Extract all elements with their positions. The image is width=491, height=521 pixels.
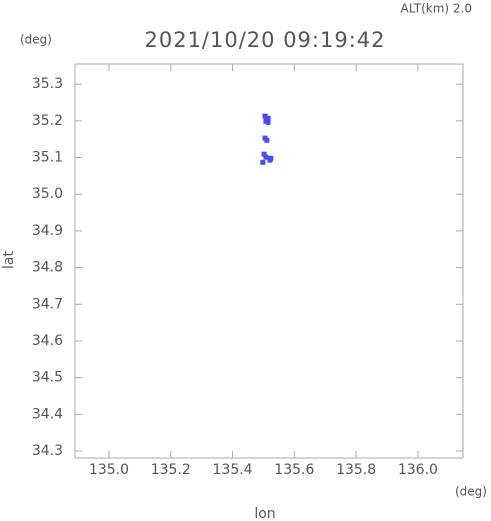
x-tick-label: 135.4: [213, 462, 253, 478]
echo-point: [262, 113, 268, 119]
y-tick-label: 34.3: [32, 443, 63, 459]
altitude-label: ALT(km) 2.0: [401, 2, 472, 16]
echo-point: [263, 154, 269, 160]
x-tick-label: 135.0: [89, 462, 129, 478]
echo-point: [264, 137, 270, 143]
x-unit: (deg): [455, 485, 487, 499]
echo-point: [265, 115, 271, 121]
echo-point: [265, 119, 271, 125]
echo-point: [267, 157, 273, 163]
x-tick-label: 135.2: [151, 462, 191, 478]
y-tick-label: 34.4: [32, 406, 63, 422]
y-tick-label: 34.6: [32, 333, 63, 349]
x-tick-label: 135.8: [336, 462, 376, 478]
y-tick-label: 35.3: [32, 76, 63, 92]
y-tick-label: 35.2: [32, 113, 63, 129]
y-tick-label: 35.0: [32, 186, 63, 202]
echo-point: [261, 151, 267, 157]
x-axis-label: lon: [254, 506, 275, 521]
y-tick-label: 34.8: [32, 260, 63, 276]
y-tick-label: 34.7: [32, 296, 63, 312]
echo-point: [260, 159, 266, 165]
y-tick-label: 34.9: [32, 223, 63, 239]
y-tick-label: 35.1: [32, 150, 63, 166]
x-tick-label: 136.0: [398, 462, 438, 478]
plot-frame: [74, 63, 464, 459]
y-axis-label: lat: [1, 251, 17, 269]
y-unit: (deg): [20, 33, 52, 47]
x-tick-label: 135.6: [274, 462, 314, 478]
chart-title: 2021/10/20 09:19:42: [144, 28, 385, 52]
y-tick-label: 34.5: [32, 370, 63, 386]
